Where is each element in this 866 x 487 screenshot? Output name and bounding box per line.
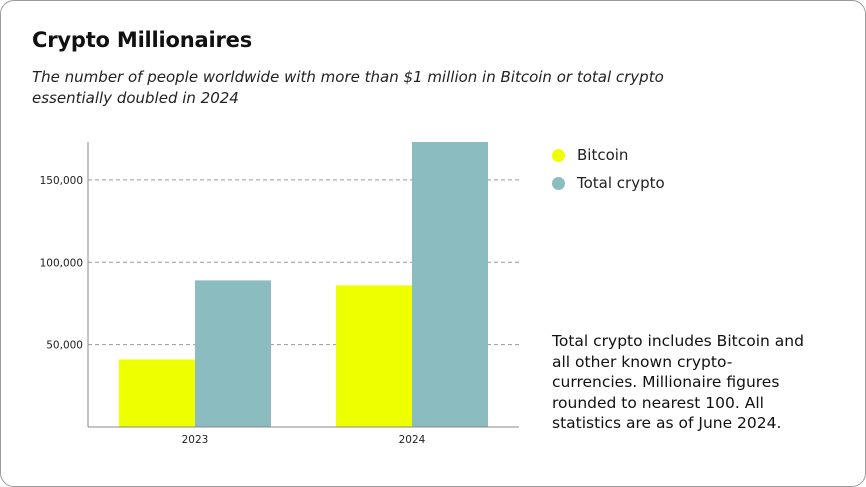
y-tick-label: 150,000 (40, 175, 83, 187)
bar-bitcoin-2024 (336, 285, 412, 427)
chart-title: Crypto Millionaires (32, 28, 253, 52)
x-tick-label: 2023 (182, 434, 209, 446)
y-tick-label: 100,000 (40, 257, 83, 269)
x-tick-label: 2024 (399, 434, 426, 446)
legend-item-bitcoin: Bitcoin (552, 141, 665, 169)
chart-subtitle: The number of people worldwide with more… (32, 68, 664, 107)
bar-total-crypto-2023 (195, 280, 271, 427)
legend: Bitcoin Total crypto (552, 141, 665, 197)
bar-bitcoin-2023 (119, 359, 195, 427)
legend-label-bitcoin: Bitcoin (577, 146, 629, 164)
bar-total-crypto-2024 (412, 142, 488, 427)
y-tick-label: 50,000 (46, 340, 83, 352)
legend-label-total-crypto: Total crypto (577, 174, 665, 192)
footnote: Total crypto includes Bitcoin and all ot… (552, 332, 804, 432)
legend-item-total-crypto: Total crypto (552, 169, 665, 197)
legend-swatch-total-crypto (552, 176, 565, 190)
legend-swatch-bitcoin (552, 148, 565, 162)
